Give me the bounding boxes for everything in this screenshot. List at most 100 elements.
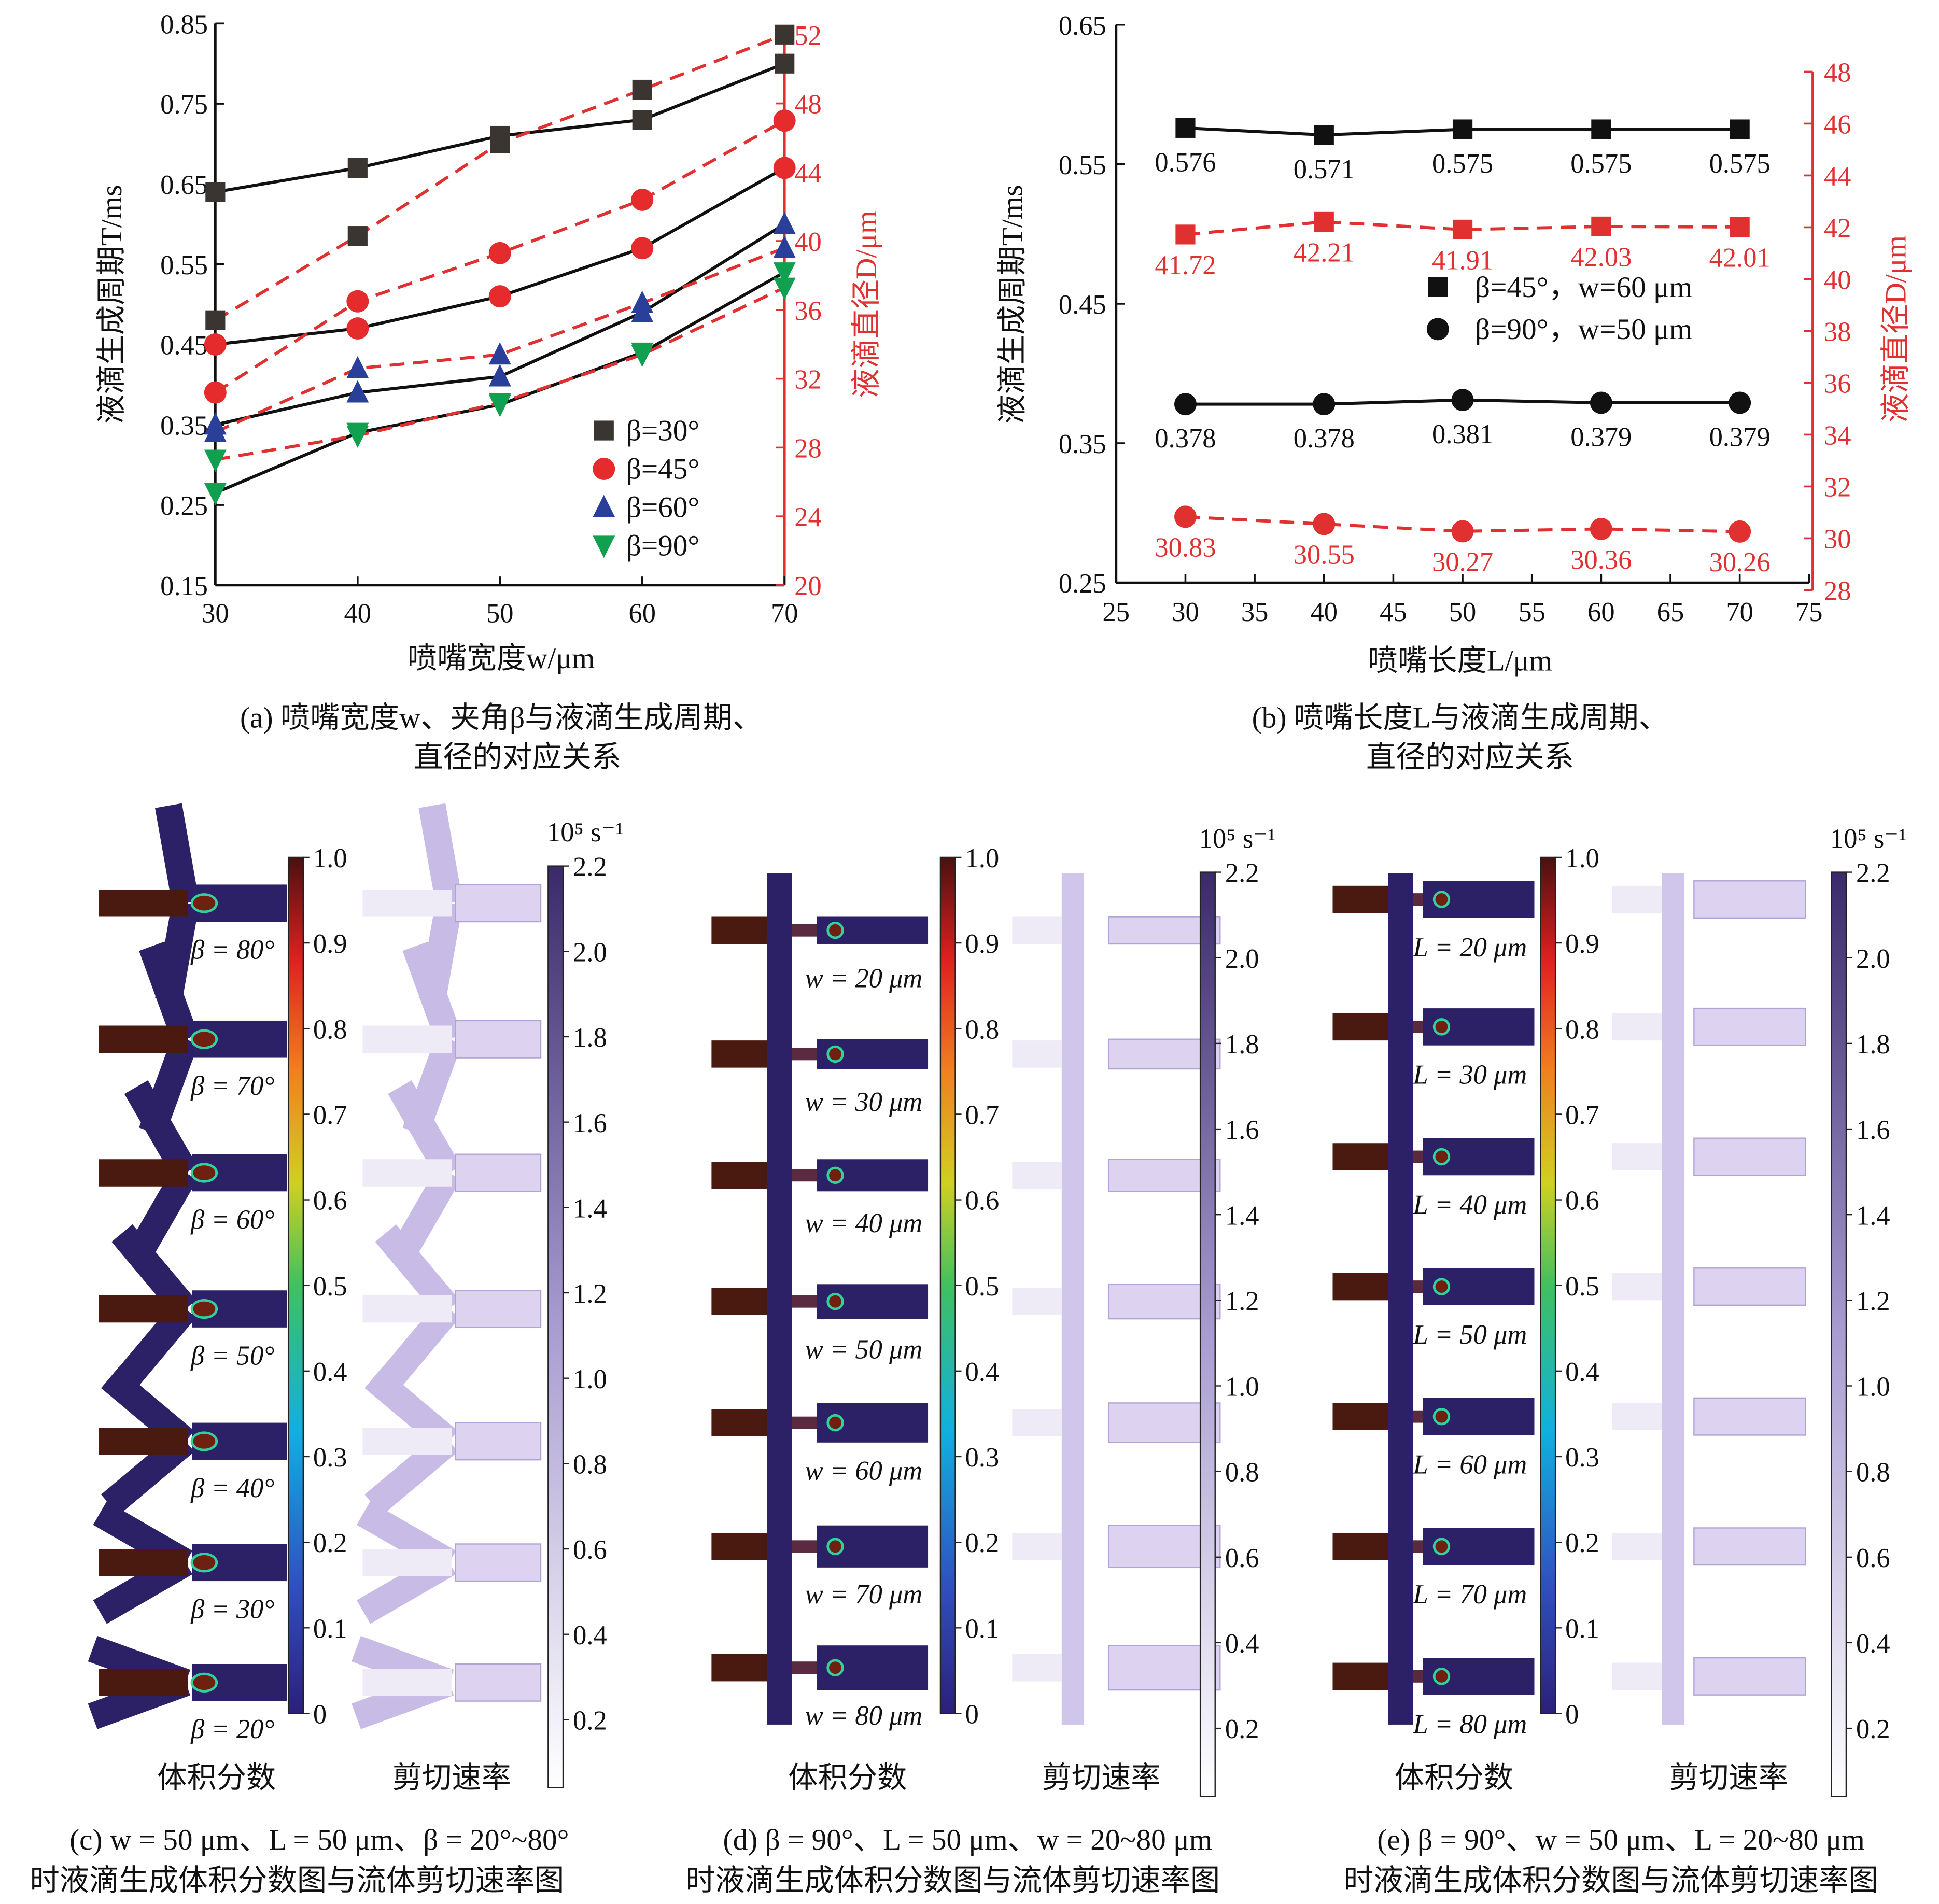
dispersed-inlet: [99, 1549, 188, 1576]
data-point-D: [204, 381, 227, 404]
shear-rate-unit: 10⁵ s⁻¹: [1199, 824, 1276, 854]
side-channel: [124, 1080, 198, 1180]
outlet-channel: [1693, 880, 1806, 919]
nozzle: [1413, 1280, 1423, 1293]
data-label-T: 0.379: [1709, 422, 1771, 452]
shear-rate-unit: 10⁵ s⁻¹: [1830, 824, 1907, 854]
colorbar-tick-label: 0.2: [965, 1528, 1000, 1558]
row-label: β = 70°: [190, 1071, 274, 1101]
nozzle: [1413, 1020, 1423, 1033]
volume-fraction-label: 体积分数: [1395, 1762, 1513, 1795]
outlet-channel: [455, 884, 542, 923]
colorbar-tick-label: 0.8: [965, 1014, 1000, 1045]
data-point-D: [631, 345, 654, 368]
side-channel: [402, 941, 462, 1044]
data-point-D: [1174, 505, 1197, 528]
inlet-channel: [362, 1669, 452, 1697]
inlet-channel: [1012, 916, 1062, 944]
dispersed-inlet: [711, 1654, 767, 1682]
x-tick-label: 75: [1795, 597, 1823, 627]
data-point-D: [488, 342, 511, 365]
y2-tick-label: 46: [1824, 110, 1851, 140]
data-point-T: [1590, 391, 1612, 414]
droplet: [826, 1293, 844, 1310]
y-axis-label: 液滴生成周期T/ms: [95, 185, 128, 424]
data-point-T: [1591, 119, 1611, 139]
data-label-D: 42.01: [1709, 243, 1771, 273]
x-tick-label: 30: [1172, 597, 1199, 627]
dispersed-inlet: [1332, 1403, 1388, 1430]
data-point-D: [631, 290, 654, 313]
series-D-line: [215, 246, 785, 434]
inlet-channel: [1612, 1273, 1662, 1301]
row-label: L = 20 μm: [1412, 933, 1527, 963]
row-label: w = 40 μm: [805, 1208, 923, 1238]
droplet: [1432, 1018, 1451, 1036]
dispersed-inlet: [711, 1162, 767, 1189]
row-label: w = 30 μm: [805, 1087, 923, 1117]
shear-rate-colorbar: [1199, 871, 1216, 1797]
colorbar-tick-label: 1.8: [1225, 1029, 1259, 1060]
inlet-channel: [1612, 1143, 1662, 1170]
droplet: [826, 1045, 844, 1063]
y-tick-label: 0.65: [1059, 11, 1106, 41]
main-channel: [1662, 873, 1684, 1725]
nozzle: [1413, 1540, 1423, 1553]
data-point-D: [773, 277, 796, 300]
chart-b: 25 30 35 40 45 50 55 60 65 70 75 0.25 0.35 0.45 0.55 0.…: [996, 11, 1912, 774]
outlet-channel: [1693, 1397, 1806, 1436]
caption-b: (b) 喷嘴长度L与液滴生成周期、: [1252, 701, 1668, 734]
inlet-channel: [1612, 1533, 1662, 1560]
data-label-D: 42.03: [1570, 242, 1632, 272]
y-tick-label: 0.85: [160, 9, 208, 39]
colorbar-tick-label: 0.4: [1565, 1357, 1599, 1387]
data-label-T: 0.379: [1570, 422, 1632, 452]
y2-tick-label: 36: [1824, 369, 1851, 399]
droplet: [826, 922, 844, 939]
y2-tick-label: 34: [1824, 421, 1851, 451]
colorbar-tick-label: 0.6: [1565, 1186, 1599, 1216]
outlet-channel: [455, 1290, 542, 1329]
colorbar-tick-label: 0.9: [313, 929, 347, 959]
x-tick-label: 25: [1103, 597, 1130, 627]
colorbar-tick-label: 0.5: [313, 1272, 347, 1302]
data-point-T: [1175, 118, 1196, 138]
legend-marker: [593, 458, 615, 481]
side-channel: [155, 803, 199, 906]
colorbar-tick-label: 0.4: [965, 1357, 1000, 1387]
colorbar-tick-label: 0.6: [1225, 1543, 1259, 1573]
legend-label: β=90°: [626, 530, 700, 562]
y2-tick-label: 28: [794, 433, 822, 463]
nozzle: [1413, 1410, 1423, 1423]
caption-a: 直径的对应关系: [413, 741, 621, 774]
row-label: β = 50°: [190, 1341, 274, 1371]
colorbar-tick-label: 0.2: [1565, 1528, 1599, 1558]
y-tick-label: 0.15: [160, 571, 208, 601]
data-point-D: [1314, 211, 1334, 232]
data-label-D: 30.26: [1709, 547, 1771, 577]
legend-marker: [594, 420, 614, 441]
data-point-T: [1313, 393, 1336, 416]
inlet-channel: [1612, 1662, 1662, 1690]
outlet-channel: [455, 1663, 542, 1702]
outlet-channel: [1693, 1267, 1806, 1306]
y-axis-label: 液滴生成周期T/ms: [996, 185, 1029, 424]
colorbar-tick-label: 0.1: [965, 1614, 1000, 1644]
y-tick-label: 0.65: [160, 170, 208, 200]
y2-tick-label: 48: [1824, 58, 1851, 88]
colorbar-tick-label: 1.4: [1225, 1201, 1259, 1231]
colorbar-tick-label: 0.6: [313, 1186, 347, 1216]
y-tick-label: 0.45: [160, 331, 208, 361]
legend-marker: [593, 535, 615, 558]
side-channel: [139, 941, 199, 1044]
colorbar-tick-label: 1.0: [1565, 843, 1599, 873]
colorbar-tick-label: 1.2: [1225, 1286, 1259, 1316]
legend-marker: [593, 495, 615, 517]
dispersed-inlet: [99, 1669, 188, 1697]
outlet-channel: [455, 1153, 542, 1192]
main-channel: [1388, 873, 1413, 1725]
data-point-D: [1175, 224, 1196, 245]
chart-a: 30 40 50 60 70 0.15 0.25 0.35 0.45 0.55 0.65 0.75 0.…: [95, 9, 883, 773]
colorbar-tick-label: 1.4: [573, 1193, 607, 1223]
